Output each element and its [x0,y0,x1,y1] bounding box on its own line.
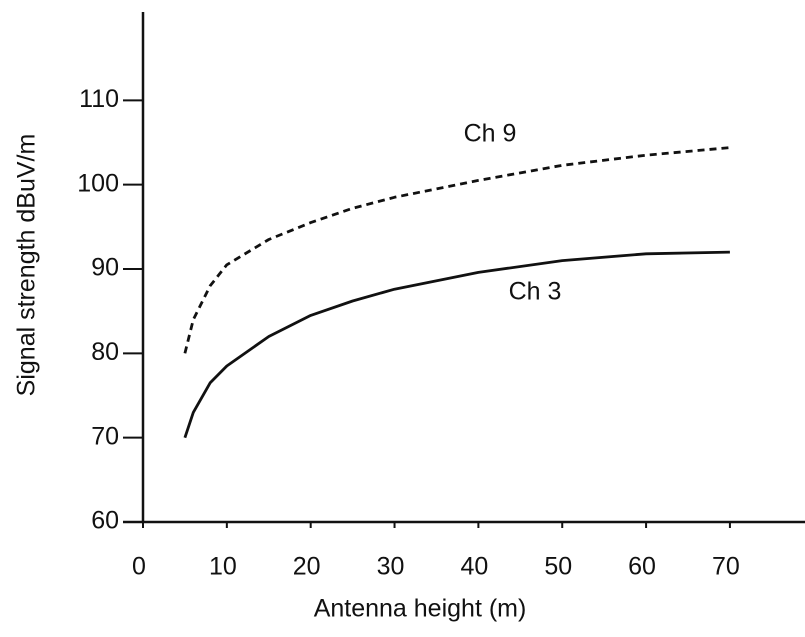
line-series [183,250,730,439]
y-axis-label: Signal strength dBuV/m [13,134,41,397]
series-label: Ch 3 [509,278,562,306]
x-tick-label: 60 [628,553,656,581]
x-tick-label: 0 [132,553,146,581]
x-tick-label: 70 [712,553,740,581]
line-series [183,146,731,354]
y-tick-label: 90 [91,254,119,282]
y-tick-label: 80 [91,338,119,366]
x-tick-label: 30 [377,553,405,581]
y-tick-label: 110 [79,85,119,113]
y-tick-label: 70 [91,422,119,450]
x-axis-label: Antenna height (m) [314,595,527,623]
series-label: Ch 9 [464,120,517,148]
x-tick-label: 10 [209,553,237,581]
x-tick-label: 50 [544,553,572,581]
y-tick-label: 100 [77,169,119,197]
x-tick-label: 40 [460,553,488,581]
x-tick-label: 20 [293,553,321,581]
y-tick-label: 60 [91,507,119,535]
